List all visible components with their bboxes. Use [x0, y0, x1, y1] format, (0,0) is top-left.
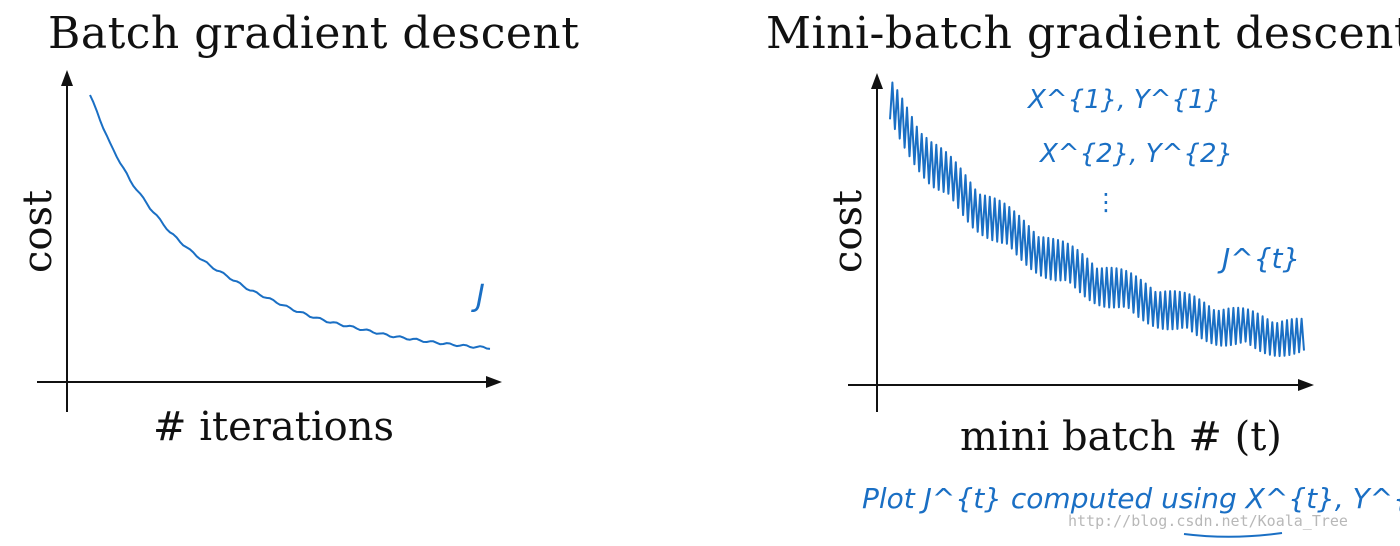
left-y-axis-arrow	[61, 70, 73, 86]
left-cost-curve-group	[89, 94, 491, 350]
watermark: http://blog.csdn.net/Koala_Tree	[1068, 512, 1348, 530]
left-chart-title: Batch gradient descent	[48, 8, 580, 59]
right-y-axis-label: cost	[825, 189, 871, 273]
left-j-annotation: J	[471, 279, 485, 314]
right-cost-curve-group	[889, 81, 1305, 358]
x2y2-annotation: X^{2}, Y^{2}	[1038, 139, 1233, 169]
plot-note-annotation: Plot J^{t} computed using X^{t}, Y^{t}	[862, 482, 1400, 515]
right-y-axis-arrow	[871, 73, 883, 89]
left-x-axis-arrow	[486, 376, 502, 388]
left-y-axis-label: cost	[15, 189, 61, 273]
right-chart-title: Mini-batch gradient descent	[766, 8, 1400, 59]
right-axes	[848, 73, 1314, 412]
jt-annotation: J^{t}	[1217, 242, 1300, 275]
right-cost-line-series-0	[889, 81, 1305, 358]
x1y1-annotation: X^{1}, Y^{1}	[1026, 85, 1221, 115]
right-x-axis-label: mini batch # (t)	[960, 414, 1282, 460]
right-x-axis-arrow	[1298, 379, 1314, 391]
plot-note-underline	[1183, 532, 1283, 538]
left-axes	[37, 70, 502, 412]
ellipsis-annotation: ⋮	[1094, 188, 1118, 216]
left-x-axis-label: # iterations	[153, 404, 394, 450]
left-cost-line-series-0	[89, 94, 491, 350]
